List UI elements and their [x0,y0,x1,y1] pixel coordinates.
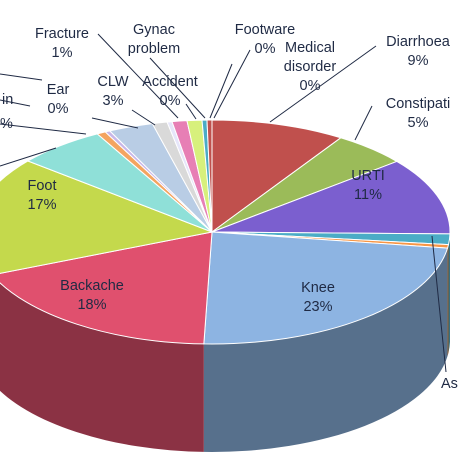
diarrhoea-leader-line [269,45,377,123]
pie-slice-medical-disorder [206,119,213,233]
medical-disorder-value-label: 0% [300,78,321,94]
backache-label: Backache [60,278,124,294]
constipati-value-label: 5% [408,115,429,131]
clw-label: CLW [97,74,128,90]
medical-disorder-leader-line [213,49,251,119]
footware-value-label: 0% [255,41,276,57]
fracture-leader-line [97,33,179,119]
gynac-problem-leader-line [149,57,206,119]
slice-side-6 [0,282,204,452]
foot-value-label: 17% [27,197,56,213]
partial-label-left-upper: in [2,92,13,108]
edge-leader-line-2 [0,123,87,135]
leader-lines-layer [0,33,447,373]
partial-label-bottom-right: As [441,376,458,392]
edge-leader-line-0 [0,73,43,81]
fracture-value-label: 1% [52,45,73,61]
ear-value-label: 0% [48,101,69,117]
clw-value-label: 3% [103,93,124,109]
clw-leader-line [131,109,156,126]
knee-value-label: 23% [303,299,332,315]
gynac-problem-label: problem [128,41,180,57]
slice-labels-layer: Diarrhoea 9% Constipati 5% URTI 11% Knee 23% Bac… [0,22,458,392]
pie-slice-backache [0,231,213,345]
ear-label: Ear [47,82,70,98]
pie-slice-foot [0,160,214,274]
slice-side-3 [448,233,450,353]
fracture-label: Fracture [35,26,89,42]
pie-slice-diarrhoea [211,119,342,233]
pie-slice-urti [211,160,451,235]
gynac-problem-label: Gynac [133,22,175,38]
foot-label: Foot [27,178,56,194]
slice-side-4 [447,244,449,357]
accident-value-label: 0% [160,93,181,109]
pie-slices-layer [0,119,451,345]
knee-label: Knee [301,280,335,296]
partial-label-left-lower: % [0,116,13,132]
edge-leader-line-1 [0,99,31,107]
edge-leader-line-3 [0,147,57,167]
slice-side-5 [203,248,448,453]
constipati-leader-line [354,105,373,141]
footware-label: Footware [235,22,295,38]
medical-disorder-label: disorder [284,59,337,75]
diarrhoea-label: Diarrhoea [386,34,451,50]
bottom-right-leader-line [431,235,447,373]
constipati-label: Constipati [386,96,450,112]
accident-label: Accident [142,74,198,90]
backache-value-label: 18% [77,297,106,313]
diarrhoea-value-label: 9% [408,53,429,69]
medical-disorder-label: Medical [285,40,335,56]
accident-leader-line [185,103,197,120]
pie-depth-layer [0,232,450,453]
urti-label: URTI [351,168,385,184]
ear-leader-line [91,117,139,129]
pie-slice-knee [203,231,449,345]
footware-leader-line [209,63,233,119]
urti-value-label: 11% [354,187,382,203]
